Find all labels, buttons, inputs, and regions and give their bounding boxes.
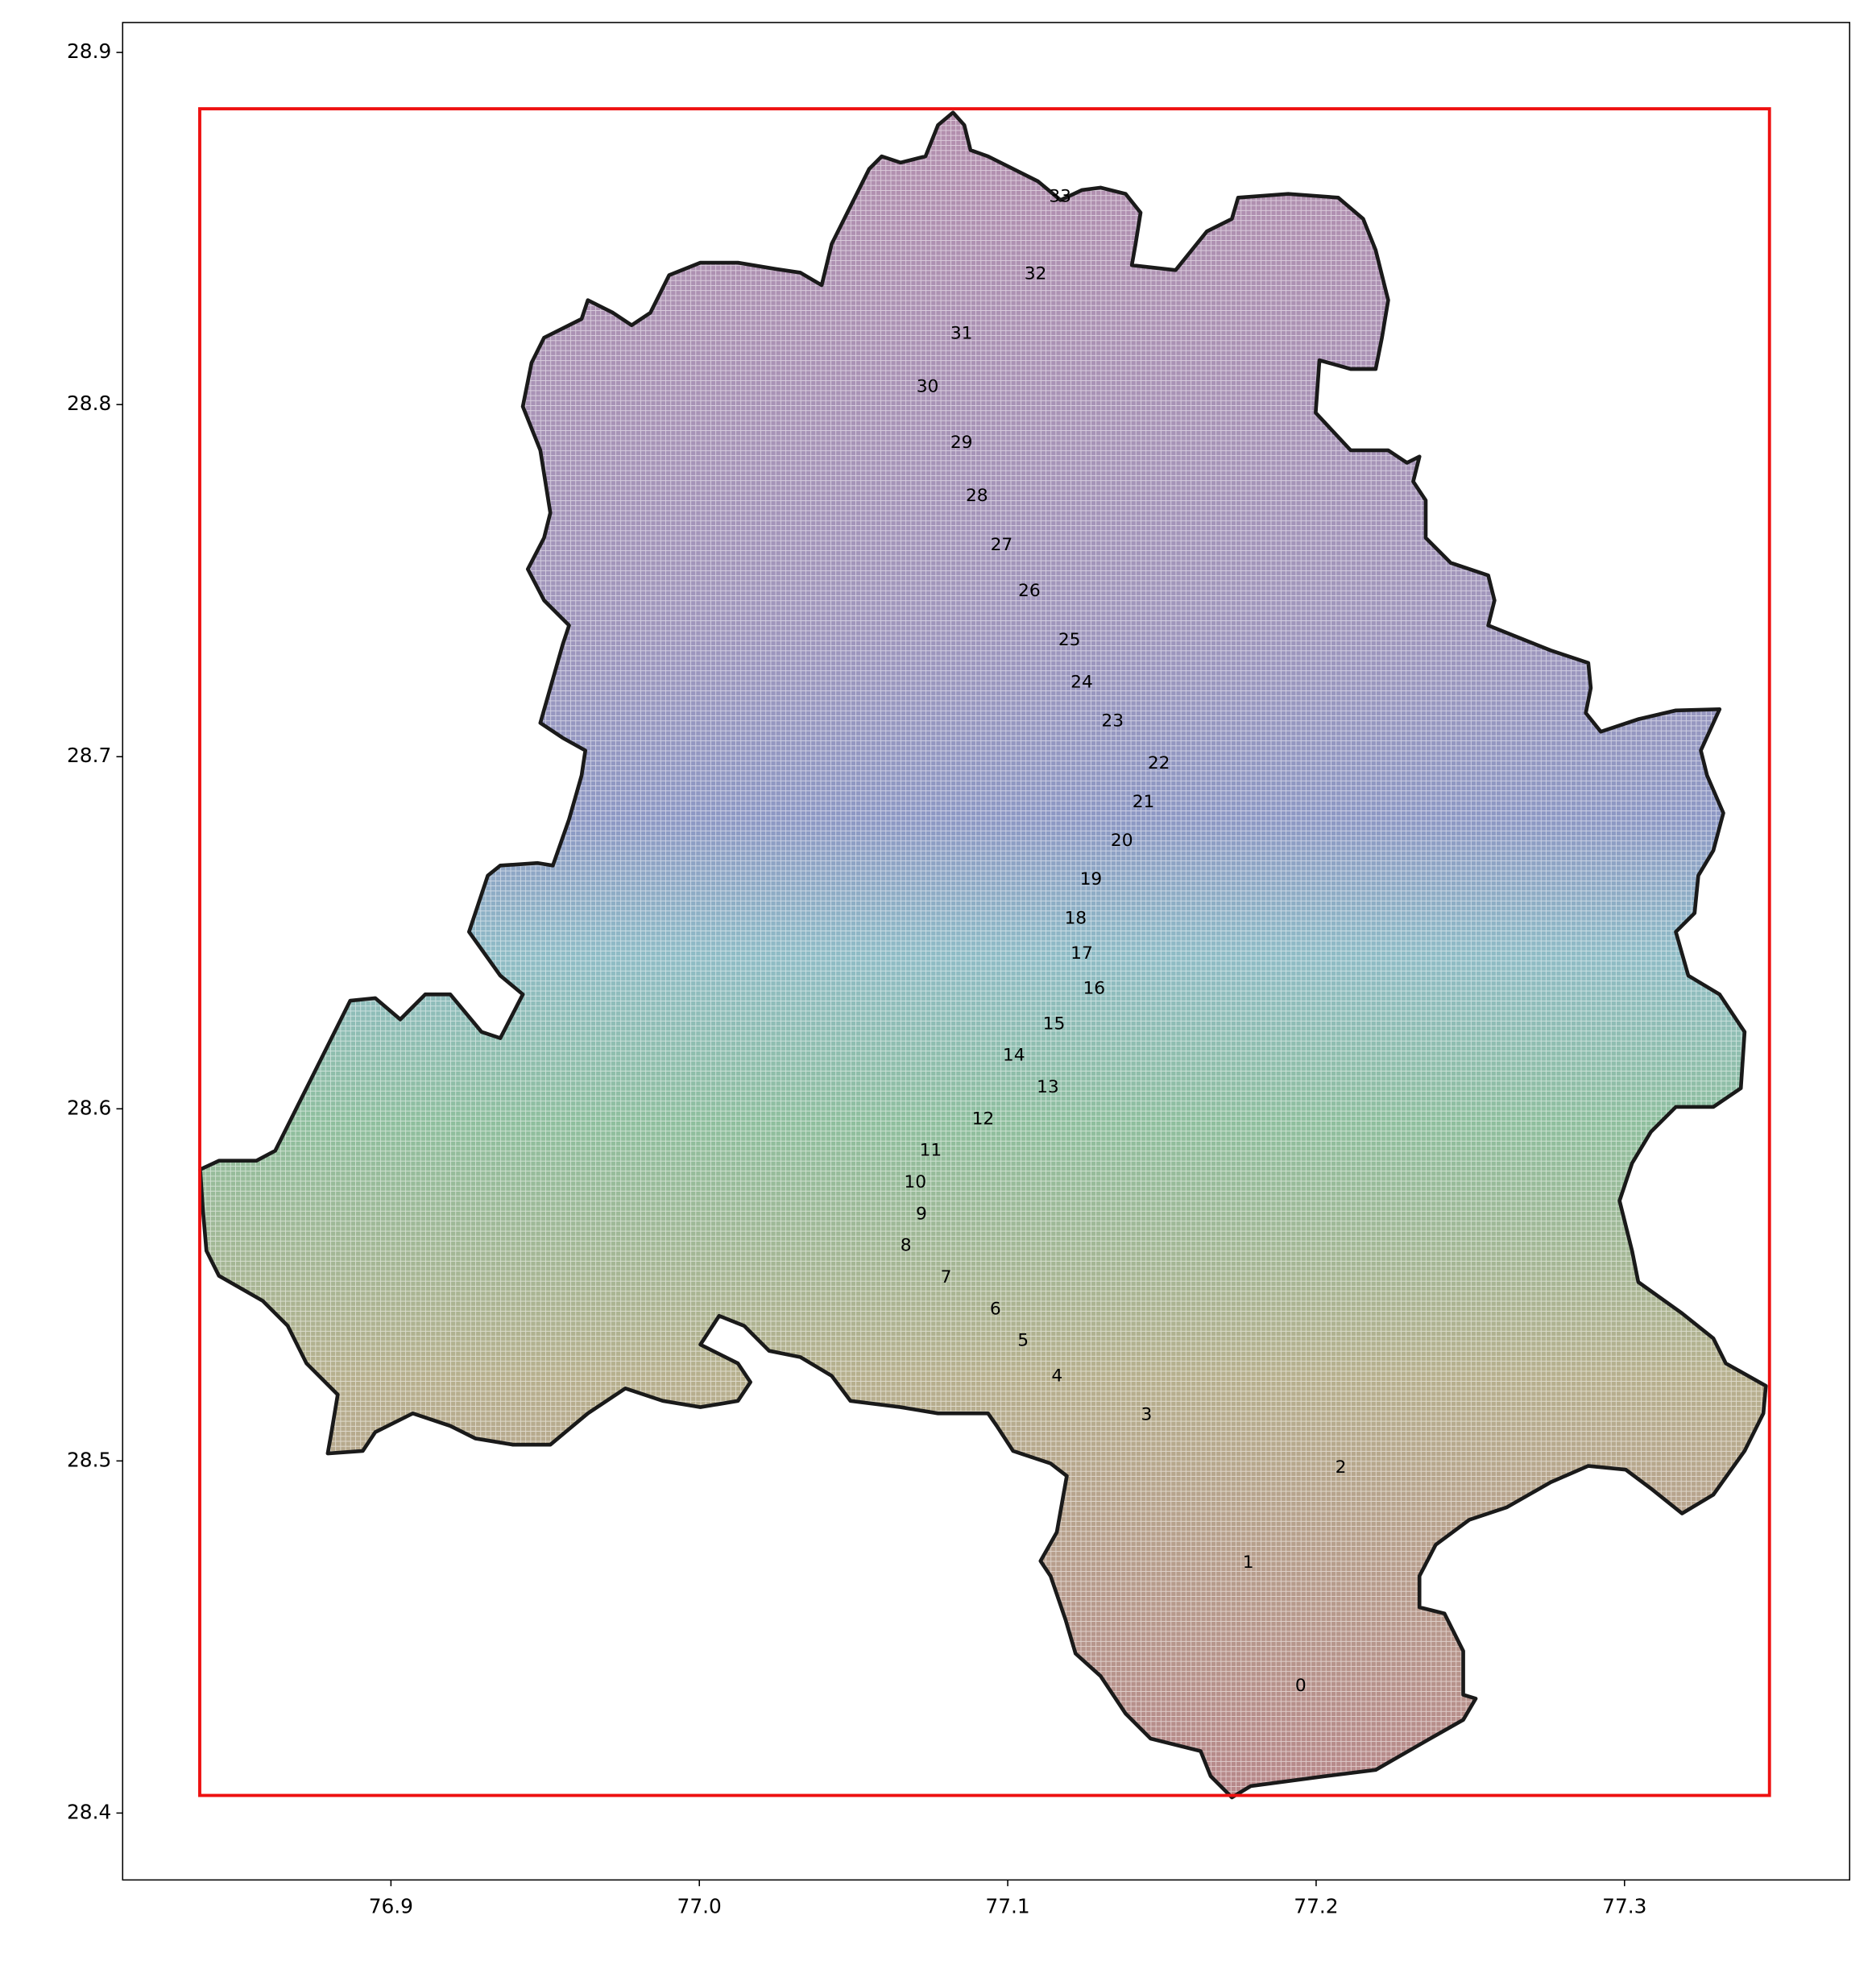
y-tick-label: 28.5 <box>67 1448 111 1471</box>
point-label: 8 <box>901 1236 912 1256</box>
point-label: 17 <box>1071 943 1093 964</box>
point-label: 18 <box>1064 908 1087 928</box>
region <box>198 110 1768 1800</box>
point-label: 19 <box>1080 869 1103 889</box>
x-tick-label: 77.3 <box>1602 1895 1646 1918</box>
point-label: 29 <box>950 433 973 453</box>
point-label: 15 <box>1043 1014 1066 1034</box>
point-label: 11 <box>920 1141 942 1161</box>
bounding-box <box>198 107 1771 1797</box>
point-label: 31 <box>950 324 973 344</box>
point-label: 27 <box>991 535 1013 555</box>
axes-frame <box>122 22 1851 1881</box>
point-label: 7 <box>941 1267 952 1287</box>
y-tick-label: 28.4 <box>67 1800 111 1823</box>
point-label: 6 <box>990 1299 1001 1319</box>
point-label: 23 <box>1101 711 1124 732</box>
point-label: 21 <box>1133 792 1155 812</box>
point-label: 20 <box>1111 831 1133 851</box>
point-label: 24 <box>1071 672 1093 692</box>
x-tick-label: 76.9 <box>369 1895 413 1918</box>
point-label: 12 <box>972 1109 995 1129</box>
point-label: 13 <box>1037 1077 1059 1097</box>
point-label: 26 <box>1018 581 1041 601</box>
point-label: 14 <box>1003 1046 1025 1066</box>
x-tick-label: 77.0 <box>677 1895 722 1918</box>
point-label: 30 <box>917 376 939 396</box>
y-tick-label: 28.8 <box>67 392 111 415</box>
x-tick-label: 77.2 <box>1294 1895 1338 1918</box>
boundary <box>198 110 1768 1800</box>
y-tick-label: 28.9 <box>67 39 111 63</box>
point-label: 22 <box>1148 753 1170 773</box>
point-label: 4 <box>1051 1366 1062 1386</box>
point-label: 9 <box>916 1204 927 1224</box>
cell-grid <box>200 112 1766 1797</box>
point-label: 16 <box>1083 979 1105 999</box>
point-label: 10 <box>904 1172 926 1192</box>
point-label: 3 <box>1141 1405 1152 1425</box>
y-tick-label: 28.7 <box>67 744 111 767</box>
point-label: 1 <box>1243 1553 1254 1573</box>
point-label: 5 <box>1017 1331 1029 1351</box>
point-label: 25 <box>1058 630 1081 650</box>
point-label: 0 <box>1295 1676 1307 1696</box>
point-label: 32 <box>1025 263 1047 284</box>
y-tick-label: 28.6 <box>67 1096 111 1119</box>
point-label: 2 <box>1336 1457 1347 1478</box>
point-label: 28 <box>966 486 988 506</box>
x-tick-label: 77.1 <box>985 1895 1029 1918</box>
point-label: 33 <box>1049 186 1071 206</box>
